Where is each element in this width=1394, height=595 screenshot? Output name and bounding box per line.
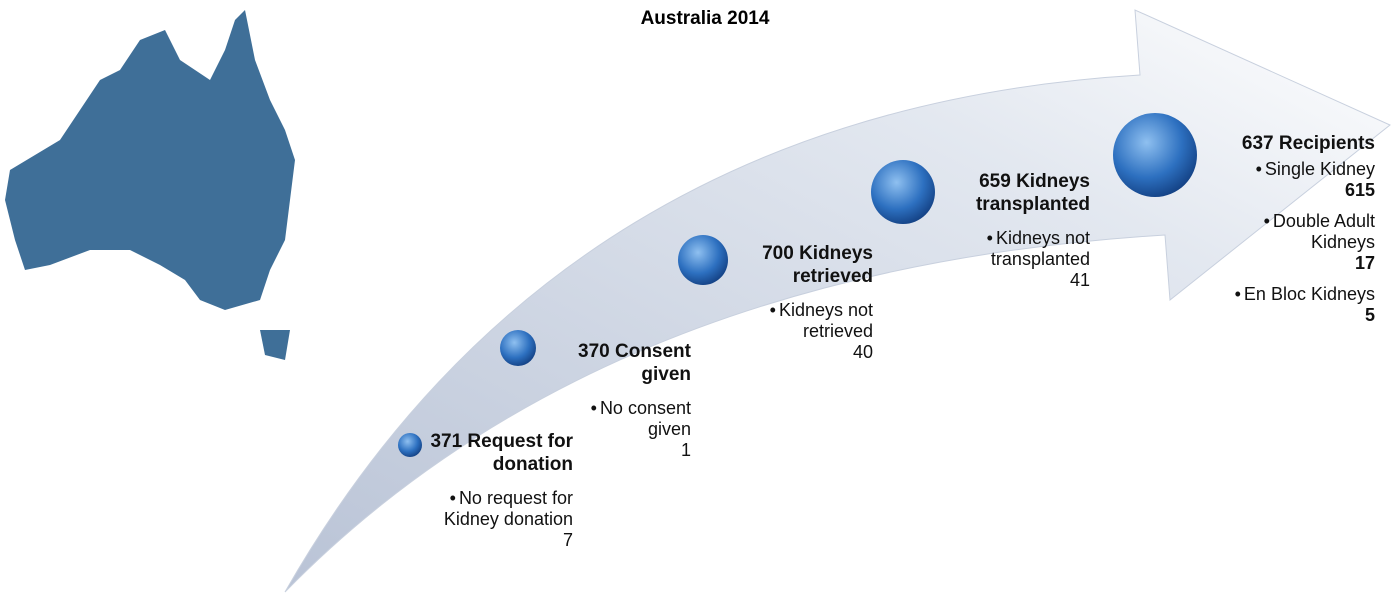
stage-note: No consent given <box>545 398 691 440</box>
item-label: Single Kidney <box>1205 159 1375 180</box>
stage-note: No request for Kidney donation <box>425 488 573 530</box>
stage-marker <box>1113 113 1197 197</box>
stage-heading: 370 Consent given <box>578 341 691 385</box>
stage-count: 7 <box>562 530 573 550</box>
stage-count: 40 <box>852 342 873 362</box>
item-label: Double Adult Kidneys <box>1205 211 1375 253</box>
item-count: 17 <box>1354 253 1375 273</box>
stage: 370 Consent given No consent given 1 <box>545 340 691 461</box>
stage-count: 41 <box>1069 270 1090 290</box>
stage-marker <box>500 330 536 366</box>
stage-heading: 637 Recipients <box>1241 133 1375 154</box>
item-label: En Bloc Kidneys <box>1205 284 1375 305</box>
stage-marker <box>871 160 935 224</box>
recipient-item: Double Adult Kidneys 17 <box>1205 211 1375 274</box>
stage-heading: 371 Request for donation <box>430 431 573 475</box>
stage: 371 Request for donation No request for … <box>425 430 573 551</box>
stage-marker <box>678 235 728 285</box>
stage: 659 Kidneys transplanted Kidneys not tra… <box>940 170 1090 291</box>
stage-heading: 700 Kidneys retrieved <box>762 243 873 287</box>
australia-map <box>5 10 295 310</box>
stage-note: Kidneys not transplanted <box>940 228 1090 270</box>
item-count: 615 <box>1344 180 1375 200</box>
stage-note: Kidneys not retrieved <box>733 300 873 342</box>
stage: 700 Kidneys retrieved Kidneys not retrie… <box>733 242 873 363</box>
stage-heading: 659 Kidneys transplanted <box>975 171 1090 215</box>
stage-marker <box>398 433 422 457</box>
recipient-item: Single Kidney 615 <box>1205 159 1375 201</box>
recipient-item: En Bloc Kidneys 5 <box>1205 284 1375 326</box>
stage-count: 1 <box>680 440 691 460</box>
item-count: 5 <box>1364 305 1375 325</box>
stage: 637 Recipients Single Kidney 615 Double … <box>1205 132 1375 336</box>
title: Australia 2014 <box>640 8 770 29</box>
tasmania-map <box>260 330 290 360</box>
